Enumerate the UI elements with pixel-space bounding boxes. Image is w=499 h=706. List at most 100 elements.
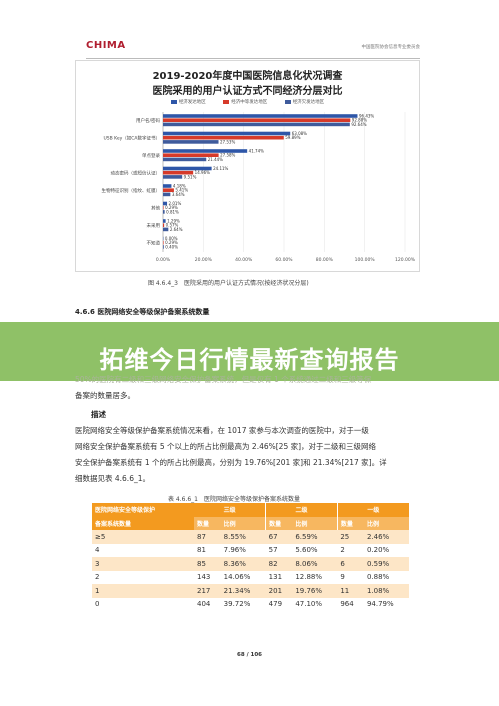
bar	[163, 149, 248, 153]
bar-value-label: 27.58%	[220, 153, 235, 158]
bar	[163, 131, 291, 136]
legend-item-medium: 经济中等发达地区	[223, 99, 267, 105]
cell-count-2: 82	[265, 557, 293, 571]
chart-frame: 2019-2020年度中国医院信息化状况调查 医院采用的用户认证方式不同经济分层…	[75, 60, 420, 272]
paragraph2-line3: 安全保护备案系统有 1 个的所占比例最高，分别为 19.76%[201 家]和 …	[75, 458, 387, 467]
cell-count-2: 67	[265, 530, 293, 544]
legend-label-medium: 经济中等发达地区	[231, 100, 268, 105]
cell-count-3: 143	[194, 570, 221, 584]
cell-count-2: 131	[265, 570, 293, 584]
x-tick-label: 80.00%	[316, 257, 334, 263]
bar-value-label: 2.64%	[170, 227, 183, 232]
cell-ratio-1: 1.08%	[363, 584, 409, 598]
security-systems-table: 医院网络安全等级保护 三级 二级 一级 备案系统数量 数量 比例 数量 比例 数…	[92, 503, 409, 611]
cell-ratio-1: 2.46%	[363, 530, 409, 544]
bar	[163, 223, 165, 227]
col-ratio-2: 比例	[292, 516, 338, 530]
cell-ratio-1: 94.79%	[363, 597, 409, 611]
row-label: ≥5	[92, 530, 194, 544]
legend-label-underdeveloped: 经济欠发达地区	[292, 100, 325, 105]
row-label: 4	[92, 543, 194, 557]
bar	[163, 184, 172, 188]
cell-ratio-3: 21.34%	[220, 584, 266, 598]
bar-value-label: 3.64%	[172, 192, 185, 197]
cell-ratio-1: 0.88%	[363, 570, 409, 584]
bar	[163, 135, 284, 140]
table-row: ≥5 87 8.55% 67 6.59% 25 2.46%	[92, 530, 409, 544]
cell-ratio-1: 0.59%	[363, 557, 409, 571]
page-number: 68 / 106	[237, 652, 262, 658]
level-3-header: 三级	[194, 503, 267, 517]
cell-ratio-2: 8.06%	[292, 557, 338, 571]
page-header: CHIMA 中国医院协会信息专业委员会	[86, 38, 420, 59]
bar	[163, 122, 350, 127]
row-label: 0	[92, 597, 194, 611]
col-ratio-3: 比例	[220, 516, 267, 530]
bar-value-label: 0.00%	[165, 236, 178, 241]
organization-name: 中国医院协会信息专业委员会	[361, 45, 421, 50]
row-label: 1	[92, 584, 194, 598]
table-header-columns: 备案系统数量 数量 比例 数量 比例 数量 比例	[92, 516, 409, 530]
cell-ratio-3: 8.36%	[220, 557, 266, 571]
description-heading: 描述	[91, 410, 106, 419]
row-label: 2	[92, 570, 194, 584]
legend-item-developed: 经济发达地区	[170, 99, 206, 105]
bar	[163, 201, 168, 206]
bar-value-label: 2.01%	[169, 201, 182, 206]
group-header: 医院网络安全等级保护	[92, 503, 194, 517]
col-count-3: 数量	[194, 516, 221, 530]
bar	[163, 170, 194, 175]
cell-count-1: 11	[337, 584, 364, 598]
cell-count-2: 57	[265, 543, 293, 557]
bar-value-label: 0.29%	[165, 240, 178, 245]
bar-value-label: 59.89%	[285, 135, 300, 140]
category-label: 不知道	[147, 240, 161, 247]
cell-count-3: 87	[194, 530, 221, 544]
chart-legend: 经济发达地区 经济中等发达地区 经济欠发达地区	[76, 99, 419, 105]
category-label: USB Key（如CA数字证书）	[103, 135, 160, 142]
chart-title-line1: 2019-2020年度中国医院信息化状况调查	[152, 71, 343, 82]
category-label: 单点登录	[142, 152, 160, 159]
bar	[163, 157, 207, 162]
paragraph1-line2: 备案的数量居多。	[75, 391, 135, 400]
bar	[163, 240, 164, 245]
cell-count-3: 81	[194, 543, 221, 557]
bar-value-label: 14.96%	[195, 170, 210, 175]
cell-count-3: 217	[194, 584, 221, 598]
category-label: 生物特征识别（指纹、虹膜）	[102, 187, 161, 194]
x-tick-label: 20.00%	[195, 257, 213, 263]
cell-ratio-2: 12.88%	[292, 570, 338, 584]
bar-value-label: 27.53%	[220, 139, 235, 144]
table-header-levels: 医院网络安全等级保护 三级 二级 一级	[92, 503, 409, 517]
col-count-1: 数量	[337, 516, 364, 530]
row-header: 备案系统数量	[92, 516, 194, 530]
cell-ratio-3: 8.55%	[220, 530, 266, 544]
section-heading: 4.6.6 医院网络安全等级保护备案系统数量	[75, 308, 210, 316]
legend-label-developed: 经济发达地区	[178, 100, 206, 105]
table-row: 0 404 39.72% 479 47.10% 964 94.79%	[92, 597, 409, 611]
bar	[163, 219, 166, 223]
row-label: 3	[92, 557, 194, 571]
bar	[163, 210, 165, 214]
chart-title-line2: 医院采用的用户认证方式不同经济分层对比	[152, 86, 343, 97]
legend-swatch-underdeveloped	[284, 99, 291, 104]
cell-ratio-2: 47.10%	[292, 597, 338, 611]
chima-logo: CHIMA	[86, 40, 126, 51]
bar-value-label: 0.81%	[166, 209, 179, 214]
cell-ratio-1: 0.20%	[363, 543, 409, 557]
bar	[163, 114, 358, 118]
table-row: 1 217 21.34% 201 19.76% 11 1.08%	[92, 584, 409, 598]
title-banner	[0, 322, 499, 381]
cell-count-1: 6	[337, 557, 364, 571]
bar-value-label: 1.29%	[167, 219, 180, 224]
figure-caption: 图 4.6.4_3 医院采用的用户认证方式情况(按经济状况分层)	[148, 280, 309, 287]
category-label: 动态密码（或短信认证）	[111, 170, 161, 177]
cell-count-2: 479	[265, 597, 293, 611]
bar-value-label: 0.57%	[166, 223, 179, 228]
category-label: 未采用	[147, 222, 161, 229]
bar-value-label: 0.40%	[165, 244, 178, 249]
table-caption: 表 4.6.6_1 医院网络安全等级保护备案系统数量	[168, 496, 300, 503]
bar-chart: 0.00% 20.00% 40.00% 60.00% 80.00% 100.00% 120.…	[102, 112, 416, 263]
bar	[163, 153, 219, 157]
category-label: 其他	[151, 205, 160, 212]
